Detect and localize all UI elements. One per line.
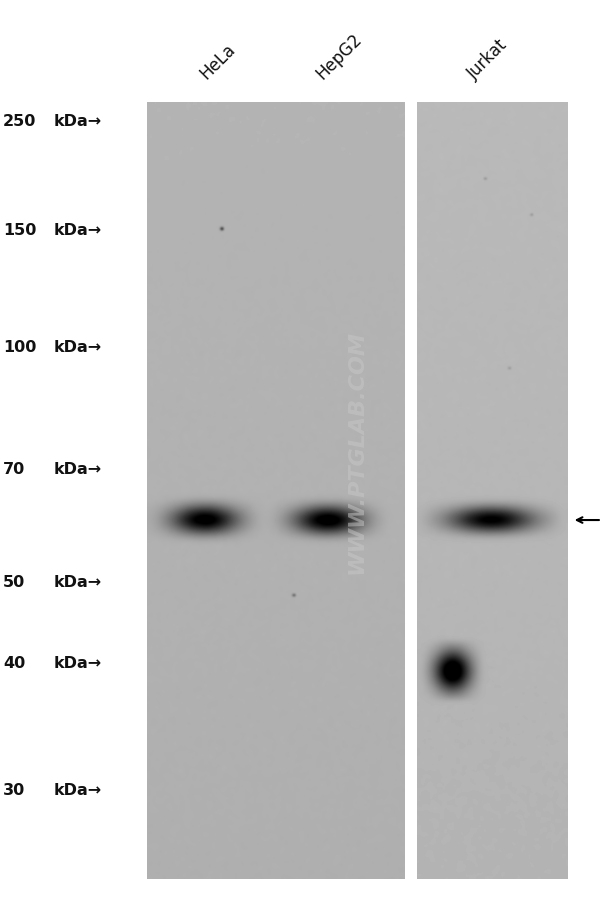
Text: kDa→: kDa→ xyxy=(54,656,102,670)
Text: WWW.PTGLAB.COM: WWW.PTGLAB.COM xyxy=(347,329,367,573)
Text: 50: 50 xyxy=(3,575,25,589)
Text: kDa→: kDa→ xyxy=(54,782,102,796)
Text: 250: 250 xyxy=(3,115,37,129)
Text: 100: 100 xyxy=(3,340,37,354)
Text: kDa→: kDa→ xyxy=(54,462,102,476)
Text: kDa→: kDa→ xyxy=(54,340,102,354)
Text: 40: 40 xyxy=(3,656,25,670)
Text: kDa→: kDa→ xyxy=(54,575,102,589)
Text: 150: 150 xyxy=(3,223,37,237)
Text: kDa→: kDa→ xyxy=(54,223,102,237)
Text: 70: 70 xyxy=(3,462,25,476)
Text: Jurkat: Jurkat xyxy=(464,36,511,83)
Text: 30: 30 xyxy=(3,782,25,796)
Text: HeLa: HeLa xyxy=(196,41,239,83)
Text: kDa→: kDa→ xyxy=(54,115,102,129)
Text: HepG2: HepG2 xyxy=(312,30,365,83)
